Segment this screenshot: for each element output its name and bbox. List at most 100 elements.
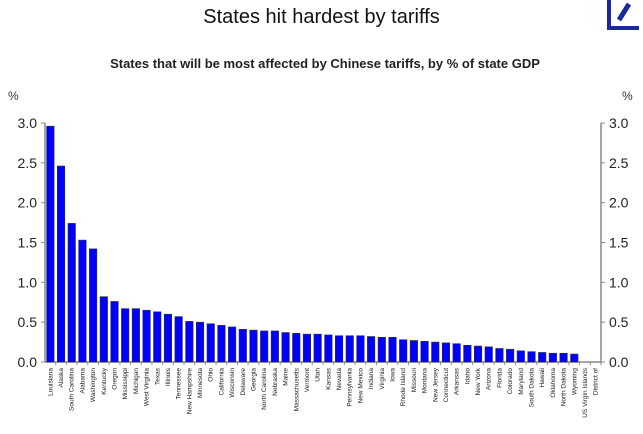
page-title: States hit hardest by tariffs xyxy=(203,6,440,28)
x-tick-label: Maine xyxy=(283,368,290,386)
x-tick-label: Delaware xyxy=(240,368,247,396)
x-tick-label: Utah xyxy=(315,368,322,382)
bar xyxy=(228,326,237,363)
x-tick-label: Massachusetts xyxy=(293,367,300,411)
bar xyxy=(302,333,312,363)
x-tick-label: US Virgin Islands xyxy=(582,367,589,417)
x-tick-label: Kentucky xyxy=(101,367,108,394)
x-tick-label: Colorado xyxy=(507,368,514,395)
y-tick-label-left: 0.5 xyxy=(18,314,38,330)
x-tick-label: New Mexico xyxy=(357,368,364,404)
x-tick-label: Wyoming xyxy=(571,368,578,395)
x-tick-label: Tennessee xyxy=(176,368,183,400)
x-tick-label: Connecticut xyxy=(443,368,450,403)
bar xyxy=(249,329,258,363)
x-tick-label: South Dakota xyxy=(529,368,536,408)
x-tick-label: Ohio xyxy=(208,368,215,382)
x-tick-label: Nevada xyxy=(336,368,343,391)
bar xyxy=(516,350,525,363)
x-tick-label: Maryland xyxy=(518,368,525,395)
x-tick-label: Oklahoma xyxy=(550,368,557,398)
bar xyxy=(473,345,483,363)
y-tick-label-left: 1.0 xyxy=(18,274,38,290)
x-tick-label: Indiana xyxy=(368,368,375,390)
bar xyxy=(463,344,472,363)
bar xyxy=(89,248,98,363)
deutsche-bank-logo xyxy=(607,0,639,30)
x-tick-label: Mississippi xyxy=(122,368,129,399)
x-tick-label: New Hampshire xyxy=(186,368,193,415)
y-tick-label-left: 2.0 xyxy=(18,195,38,211)
y-tick-label-left: 3.0 xyxy=(18,115,38,131)
x-tick-label: West Virginia xyxy=(144,368,151,406)
x-tick-label: Kansas xyxy=(325,367,332,389)
y-tick-label-right: 2.0 xyxy=(609,195,629,211)
bar xyxy=(142,309,151,363)
bar xyxy=(313,333,322,363)
bar xyxy=(399,339,408,363)
y-tick-label-left: 0.0 xyxy=(18,354,38,370)
bar xyxy=(420,340,429,363)
y-tick-label-right: 2.5 xyxy=(609,155,629,171)
y-tick-label-right: 0.0 xyxy=(609,354,629,370)
y-tick-label-right: 0.5 xyxy=(609,314,629,330)
bar xyxy=(260,330,269,363)
x-tick-label: Oregon xyxy=(112,368,119,390)
bar xyxy=(484,346,493,363)
bar xyxy=(538,352,547,363)
x-tick-label: Montana xyxy=(422,368,429,394)
bar xyxy=(195,321,205,363)
bar xyxy=(206,323,215,363)
bar xyxy=(217,325,226,363)
x-tick-label: New Jersey xyxy=(432,367,439,402)
x-tick-label: Rhode Island xyxy=(400,368,407,407)
bar xyxy=(506,348,515,363)
x-tick-label: California xyxy=(218,368,225,396)
x-tick-label: Nebraska xyxy=(272,368,279,396)
y-tick-label-left: 1.5 xyxy=(18,235,38,251)
bar xyxy=(409,340,418,363)
y-tick-label-right: 3.0 xyxy=(609,115,629,131)
x-tick-label: Washington xyxy=(90,368,97,402)
x-tick-label: Vermont xyxy=(304,368,311,392)
x-tick-label: Michigan xyxy=(133,368,140,394)
bar xyxy=(495,348,504,363)
x-tick-label: District of xyxy=(593,368,600,395)
x-tick-label: Wisconsin xyxy=(229,368,236,398)
bar xyxy=(131,308,140,363)
bar xyxy=(121,308,130,363)
bar xyxy=(356,335,365,363)
bar xyxy=(163,313,173,363)
bar xyxy=(78,239,87,363)
bar xyxy=(185,321,194,363)
x-tick-label: New York xyxy=(475,367,482,395)
bar xyxy=(174,316,183,363)
x-tick-label: Alaska xyxy=(58,368,65,388)
bar xyxy=(452,343,461,363)
x-tick-label: Georgia xyxy=(251,368,258,392)
bar xyxy=(367,336,376,363)
bar xyxy=(56,165,66,363)
x-tick-label: Missouri xyxy=(411,368,418,392)
x-tick-label: Hawaii xyxy=(539,368,546,388)
x-tick-label: North Carolina xyxy=(261,368,268,410)
bar xyxy=(345,335,354,363)
bar xyxy=(110,301,119,363)
x-tick-label: Minnesota xyxy=(197,368,204,398)
y-tick-label-right: 1.5 xyxy=(609,235,629,251)
x-tick-label: Virginia xyxy=(379,368,386,390)
x-tick-label: Alabama xyxy=(79,368,86,394)
x-tick-label: Louisiana xyxy=(47,368,54,396)
bar xyxy=(570,353,579,363)
x-tick-label: Arizona xyxy=(486,368,493,390)
y-axis-unit-right: % xyxy=(622,89,633,103)
bar xyxy=(377,337,386,363)
y-axis-unit-left: % xyxy=(8,89,19,103)
bar xyxy=(270,330,279,363)
bar xyxy=(324,334,333,363)
bar xyxy=(441,342,451,363)
bar xyxy=(67,223,76,363)
x-tick-label: Pennsylvania xyxy=(347,368,354,407)
x-tick-label: Idaho xyxy=(464,368,471,385)
